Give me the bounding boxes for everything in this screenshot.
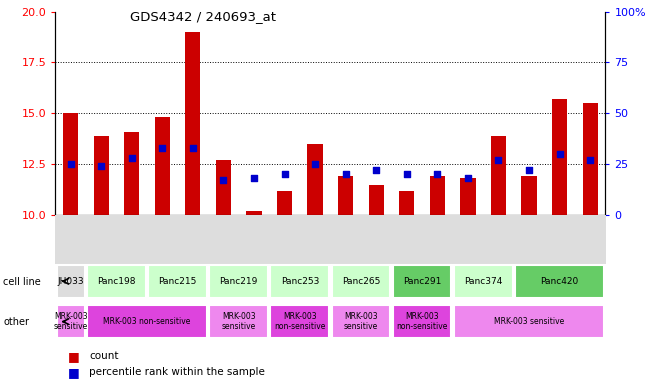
Text: Panc374: Panc374 (464, 277, 503, 286)
Bar (454, 305, 604, 338)
Point (279, 171, 290, 177)
Point (187, 145, 198, 151)
Text: JH033: JH033 (57, 277, 84, 286)
Point (585, 157, 596, 163)
Text: other: other (3, 317, 29, 327)
Point (524, 167, 534, 173)
Text: MRK-003
sensitive: MRK-003 sensitive (344, 312, 378, 331)
Point (157, 145, 167, 151)
Bar (515, 265, 604, 298)
Point (249, 175, 259, 182)
Text: MRK-003
sensitive: MRK-003 sensitive (53, 312, 88, 331)
Bar (210, 305, 268, 338)
Bar (277, 190, 292, 215)
Text: cell line: cell line (3, 277, 41, 287)
Bar (491, 136, 506, 215)
Text: MRK-003 non-sensitive: MRK-003 non-sensitive (104, 317, 191, 326)
Bar (246, 211, 262, 215)
Text: Panc219: Panc219 (219, 277, 258, 286)
Text: Panc253: Panc253 (281, 277, 319, 286)
Bar (552, 99, 567, 215)
Bar (393, 265, 451, 298)
Point (218, 177, 229, 184)
Point (555, 151, 565, 157)
Bar (94, 136, 109, 215)
Bar (331, 305, 391, 338)
Bar (210, 265, 268, 298)
Text: ■: ■ (68, 366, 80, 379)
Text: Panc291: Panc291 (403, 277, 441, 286)
Bar (57, 265, 85, 298)
Bar (521, 176, 536, 215)
Bar (307, 144, 323, 215)
Text: Panc265: Panc265 (342, 277, 380, 286)
Bar (87, 305, 207, 338)
Text: GDS4342 / 240693_at: GDS4342 / 240693_at (130, 10, 276, 23)
Bar (87, 265, 146, 298)
Bar (63, 113, 78, 215)
Point (402, 171, 412, 177)
Bar (270, 265, 329, 298)
Bar (583, 103, 598, 215)
Bar (124, 132, 139, 215)
Bar (155, 118, 170, 215)
Text: MRK-003
non-sensitive: MRK-003 non-sensitive (396, 312, 448, 331)
Point (310, 161, 320, 167)
Bar (393, 305, 451, 338)
Bar (270, 305, 329, 338)
Text: Panc215: Panc215 (158, 277, 197, 286)
Bar (460, 179, 475, 215)
Bar (454, 265, 512, 298)
Bar (331, 265, 391, 298)
Bar (148, 265, 207, 298)
Bar (399, 190, 415, 215)
Point (432, 171, 443, 177)
Point (340, 171, 351, 177)
Bar (338, 176, 353, 215)
Bar (186, 32, 201, 215)
Bar (368, 184, 384, 215)
Point (371, 167, 381, 173)
Text: Panc198: Panc198 (97, 277, 135, 286)
Text: MRK-003
sensitive: MRK-003 sensitive (221, 312, 256, 331)
Text: ■: ■ (68, 350, 80, 363)
Point (463, 175, 473, 182)
Bar (57, 305, 85, 338)
Bar (215, 160, 231, 215)
Text: MRK-003
non-sensitive: MRK-003 non-sensitive (274, 312, 326, 331)
Text: MRK-003 sensitive: MRK-003 sensitive (494, 317, 564, 326)
Text: Panc420: Panc420 (540, 277, 579, 286)
Bar (430, 176, 445, 215)
Point (65, 161, 76, 167)
Point (96, 163, 106, 169)
Text: count: count (89, 351, 118, 361)
Point (493, 157, 504, 163)
Text: percentile rank within the sample: percentile rank within the sample (89, 367, 265, 377)
Point (126, 155, 137, 161)
